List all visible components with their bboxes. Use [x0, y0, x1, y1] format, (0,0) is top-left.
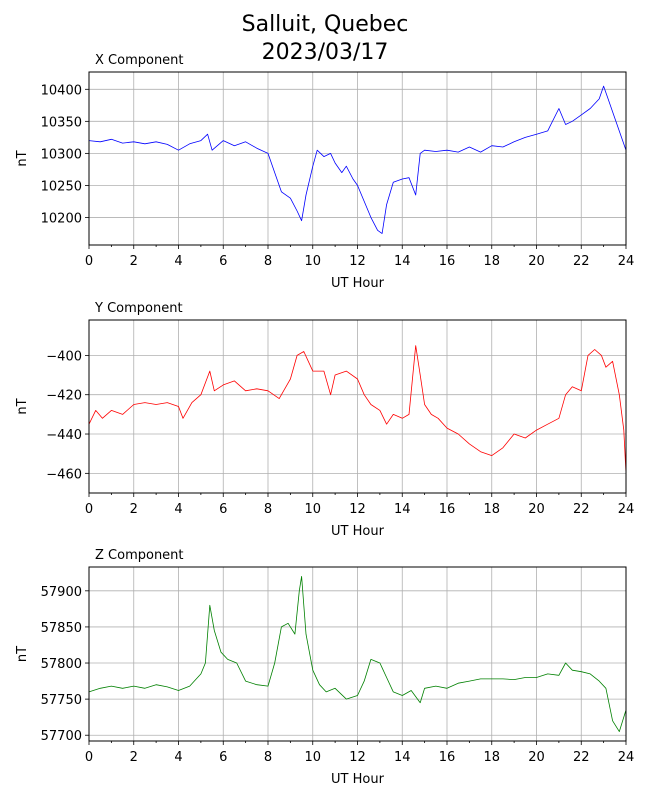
- x-tick-label: 18: [483, 750, 500, 765]
- series-line-1: [88, 85, 627, 234]
- y-tick-label: 10400: [41, 83, 82, 98]
- y-tick-label: −440: [46, 428, 82, 443]
- x-tick-label: 24: [618, 254, 635, 269]
- x-tick-label: 14: [394, 502, 411, 517]
- x-tick-label: 4: [174, 502, 182, 517]
- x-tick-label: 10: [304, 502, 321, 517]
- x-tick-label: 14: [394, 254, 411, 269]
- x-axis-label: UT Hour: [331, 524, 385, 539]
- y-tick-label: −420: [46, 389, 82, 404]
- x-tick-label: 24: [618, 502, 635, 517]
- x-tick-label: 18: [483, 502, 500, 517]
- x-tick-label: 4: [174, 254, 182, 269]
- x-tick-label: 12: [349, 254, 366, 269]
- x-tick-label: 10: [304, 750, 321, 765]
- chart-title-line2: 2023/03/17: [261, 40, 389, 65]
- x-tick-label: 10: [304, 254, 321, 269]
- y-tick-label: 57850: [41, 621, 82, 636]
- x-tick-label: 22: [573, 502, 590, 517]
- x-tick-label: 8: [264, 502, 272, 517]
- series-line-2: [88, 345, 627, 474]
- subplot-title: X Component: [95, 53, 184, 68]
- y-tick-label: 57750: [41, 693, 82, 708]
- y-axis-label: nT: [15, 646, 30, 662]
- x-tick-label: 18: [483, 254, 500, 269]
- y-tick-label: 10350: [41, 115, 82, 130]
- x-tick-label: 2: [130, 254, 138, 269]
- x-tick-label: 20: [528, 502, 545, 517]
- x-tick-label: 16: [439, 502, 456, 517]
- x-tick-label: 12: [349, 502, 366, 517]
- x-tick-label: 6: [219, 254, 227, 269]
- y-axis-label: nT: [15, 398, 30, 414]
- x-tick-label: 14: [394, 750, 411, 765]
- x-axis-label: UT Hour: [331, 772, 385, 787]
- x-tick-label: 8: [264, 750, 272, 765]
- x-tick-label: 0: [85, 502, 93, 517]
- x-tick-label: 0: [85, 750, 93, 765]
- x-tick-label: 22: [573, 254, 590, 269]
- x-tick-label: 20: [528, 254, 545, 269]
- x-tick-label: 6: [219, 750, 227, 765]
- x-tick-label: 2: [130, 502, 138, 517]
- x-axis-label: UT Hour: [331, 276, 385, 291]
- y-tick-label: −400: [46, 349, 82, 364]
- y-tick-label: 10200: [41, 211, 82, 226]
- x-tick-label: 16: [439, 254, 456, 269]
- y-tick-label: 10300: [41, 147, 82, 162]
- x-tick-label: 12: [349, 750, 366, 765]
- y-tick-label: 57900: [41, 585, 82, 600]
- x-tick-label: 22: [573, 750, 590, 765]
- x-tick-label: 20: [528, 750, 545, 765]
- x-tick-label: 2: [130, 750, 138, 765]
- y-tick-label: 57800: [41, 657, 82, 672]
- series-line-3: [88, 576, 627, 732]
- y-tick-label: 57700: [41, 729, 82, 744]
- x-tick-label: 24: [618, 750, 635, 765]
- chart-title-line1: Salluit, Quebec: [241, 12, 409, 37]
- x-tick-label: 6: [219, 502, 227, 517]
- x-tick-label: 0: [85, 254, 93, 269]
- x-tick-label: 8: [264, 254, 272, 269]
- subplot-title: Z Component: [95, 548, 184, 563]
- y-axis-label: nT: [15, 150, 30, 166]
- subplot-title: Y Component: [94, 301, 183, 316]
- y-tick-label: 10250: [41, 179, 82, 194]
- x-tick-label: 4: [174, 750, 182, 765]
- y-tick-label: −460: [46, 467, 82, 482]
- x-tick-label: 16: [439, 750, 456, 765]
